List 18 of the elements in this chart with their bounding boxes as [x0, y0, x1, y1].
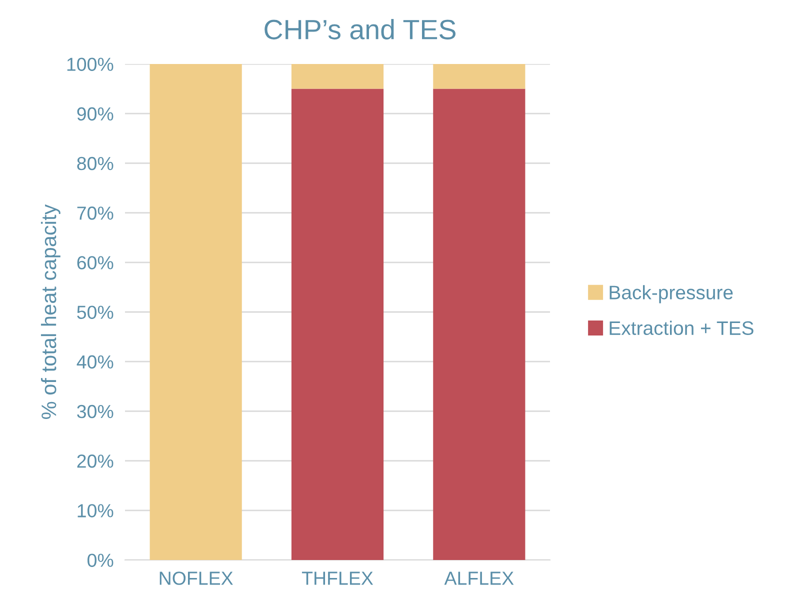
y-tick-label: 90%	[77, 107, 114, 121]
y-tick-label: 80%	[77, 156, 114, 170]
x-tick-label: NOFLEX	[160, 572, 233, 585]
y-tick-label: 0%	[88, 554, 114, 567]
legend-label: Extraction + TES	[610, 320, 754, 336]
x-tick-label: THFLEX	[302, 572, 374, 585]
x-tick-label: ALFLEX	[444, 572, 514, 585]
chart-title: CHP’s and TES	[264, 19, 456, 40]
y-tick-label: 10%	[78, 504, 114, 518]
y-tick-label: 40%	[76, 355, 114, 369]
legend-label: Back-pressure	[610, 285, 733, 304]
y-tick-label: 50%	[77, 306, 114, 319]
y-tick-label: 20%	[77, 454, 114, 468]
y-axis-title: % of total heat capacity	[40, 204, 60, 419]
y-tick-label: 70%	[77, 206, 114, 220]
y-tick-label: 30%	[77, 404, 114, 418]
y-tick-label: 100%	[67, 58, 114, 71]
y-tick-label: 60%	[77, 256, 114, 270]
